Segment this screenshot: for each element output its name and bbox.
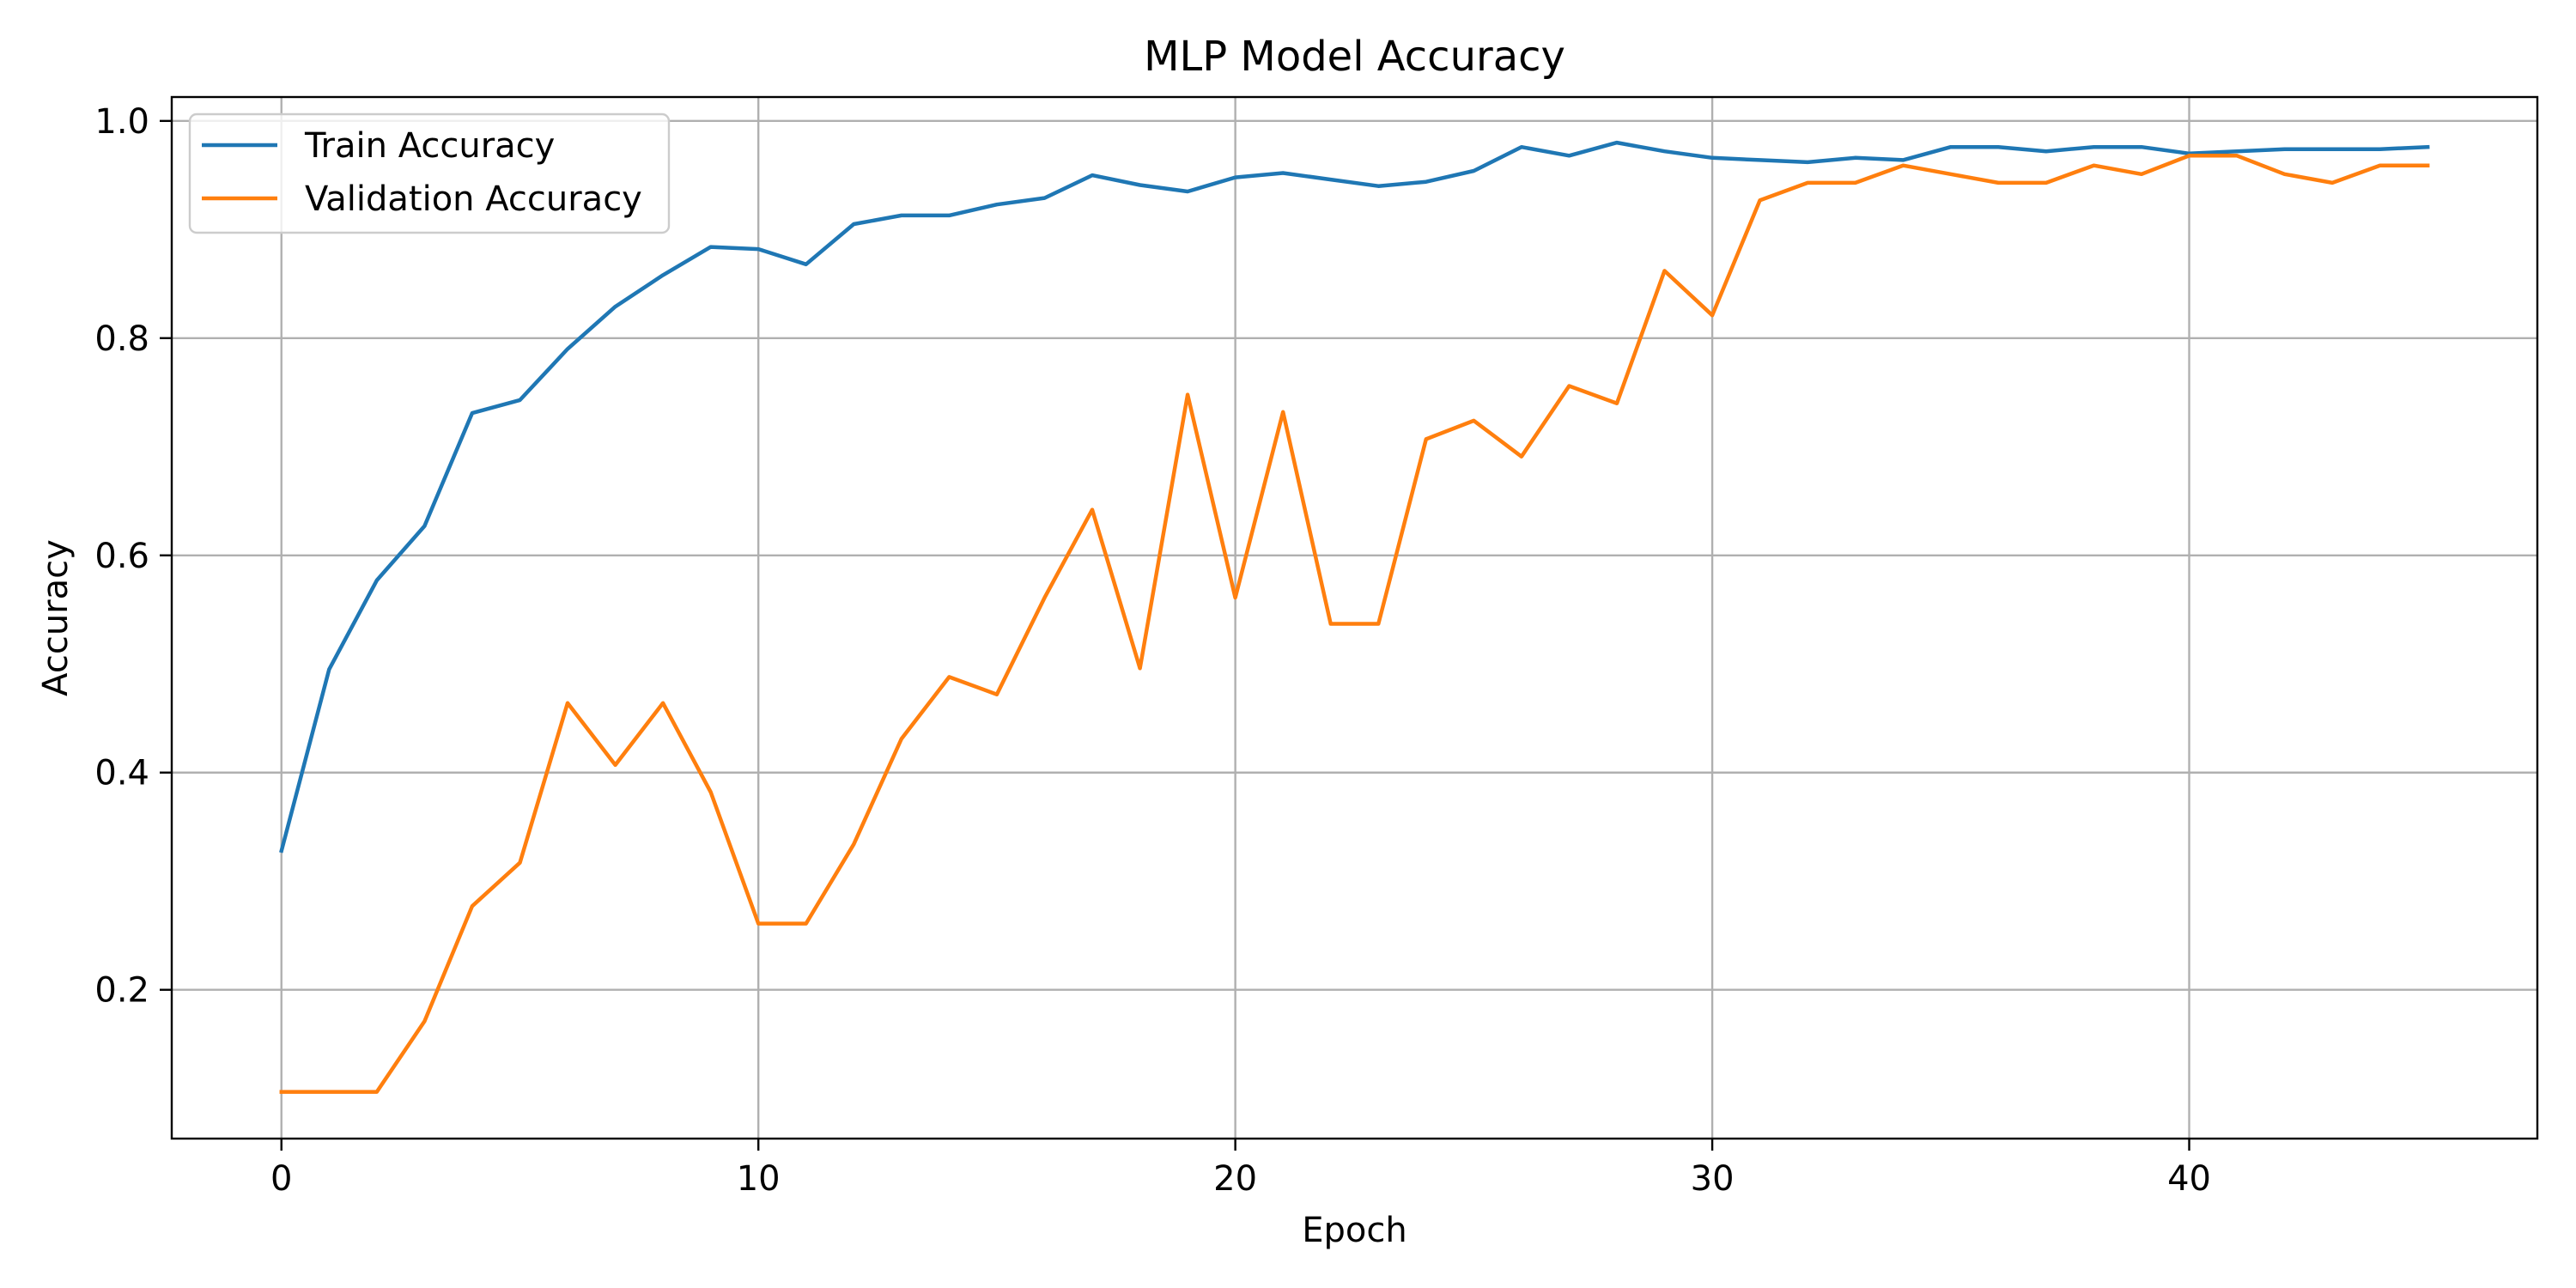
x-axis-label: Epoch (1302, 1211, 1406, 1250)
x-tick-label: 20 (1213, 1159, 1257, 1199)
grid-lines (172, 97, 2537, 1139)
y-tick-label: 0.2 (94, 971, 149, 1011)
axis-ticks: 0 10 20 30 40 0.2 0.4 0.6 0.8 1.0 (94, 102, 2211, 1199)
x-tick-label: 10 (737, 1159, 781, 1199)
y-tick-label: 0.4 (94, 754, 149, 793)
y-tick-label: 0.6 (94, 537, 149, 576)
y-axis-label: Accuracy (36, 539, 76, 696)
chart-title: MLP Model Accuracy (1144, 33, 1565, 81)
legend-label-train-accuracy: Train Accuracy (304, 126, 555, 166)
plot-frame (170, 95, 2539, 1140)
legend: Train Accuracy Validation Accuracy (188, 112, 671, 234)
series-layer (279, 140, 2430, 1094)
legend-label-validation-accuracy: Validation Accuracy (305, 179, 642, 219)
x-tick-label: 40 (2167, 1159, 2211, 1199)
series-line-validation-accuracy (279, 154, 2430, 1094)
legend-box (188, 112, 671, 234)
x-tick-label: 0 (270, 1159, 292, 1199)
x-tick-label: 30 (1691, 1159, 1735, 1199)
y-tick-label: 1.0 (94, 102, 149, 142)
series-line-train-accuracy (279, 140, 2430, 854)
y-tick-label: 0.8 (94, 319, 149, 359)
